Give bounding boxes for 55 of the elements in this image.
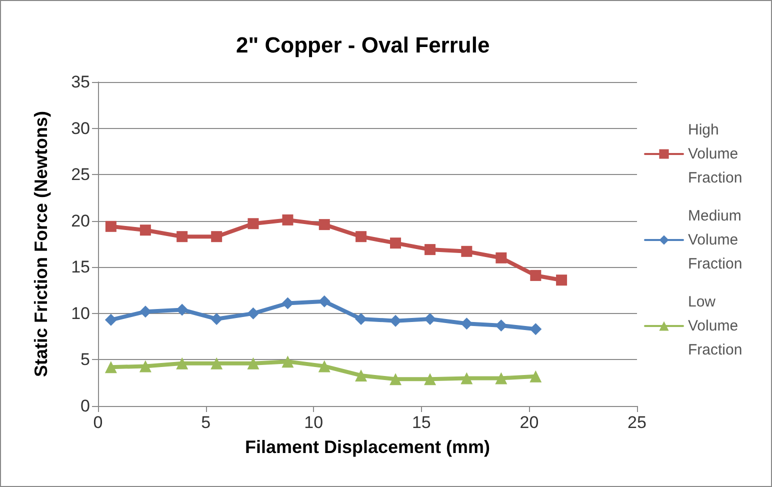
point bbox=[318, 219, 330, 230]
point bbox=[556, 274, 568, 286]
point bbox=[104, 361, 117, 374]
point bbox=[496, 252, 507, 264]
point bbox=[104, 314, 117, 326]
legend-label: Medium Volume Fraction bbox=[688, 208, 746, 272]
point bbox=[424, 244, 436, 256]
x-tick-label: 10 bbox=[304, 413, 324, 432]
point bbox=[424, 373, 436, 386]
point bbox=[355, 369, 368, 382]
legend-label: Low Volume Fraction bbox=[688, 294, 742, 358]
x-tick-label: 0 bbox=[93, 413, 103, 432]
point bbox=[356, 231, 367, 242]
point bbox=[424, 312, 436, 325]
point bbox=[176, 231, 188, 242]
point bbox=[140, 224, 151, 236]
y-tick-label: 15 bbox=[71, 258, 90, 277]
y-tick-label: 5 bbox=[80, 350, 90, 370]
point bbox=[176, 357, 188, 370]
point bbox=[530, 370, 542, 382]
point bbox=[139, 360, 152, 372]
point bbox=[530, 270, 542, 281]
point bbox=[176, 304, 188, 316]
x-tick-label: 25 bbox=[628, 413, 646, 432]
point bbox=[139, 306, 152, 318]
y-tick-label: 0 bbox=[80, 396, 90, 416]
point bbox=[105, 220, 116, 232]
x-tick-label: 20 bbox=[520, 413, 539, 432]
point bbox=[461, 246, 472, 257]
point bbox=[282, 214, 294, 226]
point bbox=[460, 372, 473, 384]
point bbox=[282, 356, 294, 368]
point bbox=[210, 357, 223, 370]
y-tick-label: 30 bbox=[71, 118, 90, 138]
point bbox=[530, 323, 542, 336]
point bbox=[247, 307, 260, 320]
point bbox=[247, 357, 260, 370]
point bbox=[390, 373, 402, 386]
chart-title: 2" Copper - Oval Ferrule bbox=[236, 32, 490, 58]
point bbox=[495, 319, 508, 332]
point bbox=[210, 312, 223, 325]
legend-label: High Volume Fraction bbox=[688, 122, 742, 186]
y-tick-label: 10 bbox=[71, 304, 90, 323]
point bbox=[211, 231, 222, 242]
x-tick-label: 5 bbox=[201, 413, 211, 432]
y-tick-label: 35 bbox=[71, 72, 90, 92]
point bbox=[390, 238, 402, 249]
x-axis-title: Filament Displacement (mm) bbox=[244, 437, 490, 457]
point bbox=[248, 218, 259, 230]
point bbox=[318, 360, 330, 372]
y-tick-label: 20 bbox=[71, 211, 90, 230]
x-tick-label: 15 bbox=[412, 413, 431, 432]
y-tick-label: 25 bbox=[71, 165, 90, 184]
point bbox=[495, 372, 508, 384]
y-axis-title: Static Friction Force (Newtons) bbox=[31, 110, 51, 378]
